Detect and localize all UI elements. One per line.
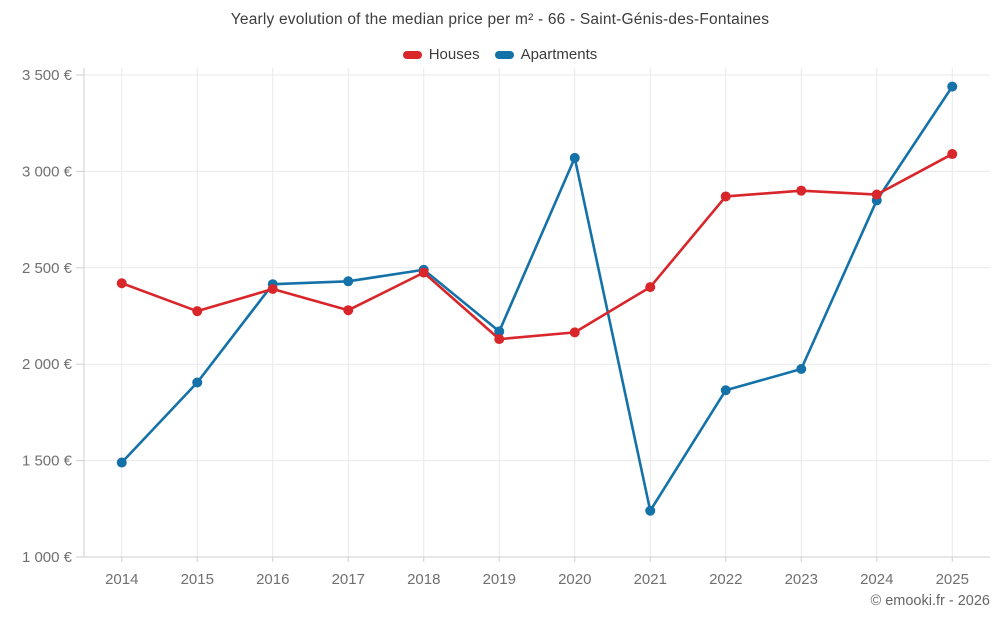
data-point-houses-2021[interactable] bbox=[645, 282, 656, 293]
data-point-apartments-2025[interactable] bbox=[947, 81, 958, 92]
x-axis-tick-label: 2017 bbox=[332, 571, 365, 588]
data-point-apartments-2020[interactable] bbox=[569, 152, 580, 163]
x-axis-tick-label: 2025 bbox=[936, 571, 969, 588]
data-point-apartments-2023[interactable] bbox=[796, 364, 807, 375]
x-axis-tick-label: 2023 bbox=[785, 571, 818, 588]
data-point-houses-2020[interactable] bbox=[569, 327, 580, 338]
series-line-apartments bbox=[120, 85, 954, 513]
x-axis-tick-label: 2016 bbox=[256, 571, 289, 588]
y-axis-tick-label: 1 000 € bbox=[22, 549, 73, 566]
data-point-houses-2018[interactable] bbox=[418, 267, 429, 278]
x-axis-tick-label: 2015 bbox=[181, 571, 214, 588]
legend-item-apartments[interactable]: Apartments bbox=[494, 46, 598, 63]
data-point-houses-2025[interactable] bbox=[947, 149, 958, 160]
x-axis-tick-label: 2021 bbox=[634, 571, 667, 588]
legend-item-houses[interactable]: Houses bbox=[402, 46, 480, 63]
y-axis-tick-label: 1 500 € bbox=[22, 453, 73, 470]
chart-title: Yearly evolution of the median price per… bbox=[230, 11, 770, 28]
data-point-houses-2014[interactable] bbox=[116, 278, 127, 289]
x-axis-tick-label: 2022 bbox=[709, 571, 742, 588]
data-point-houses-2017[interactable] bbox=[343, 305, 354, 316]
data-point-houses-2015[interactable] bbox=[192, 306, 203, 317]
y-axis-tick-label: 3 500 € bbox=[22, 67, 73, 84]
data-point-houses-2019[interactable] bbox=[494, 334, 505, 345]
data-point-houses-2023[interactable] bbox=[796, 185, 807, 196]
legend-label-houses: Houses bbox=[428, 46, 480, 63]
y-axis-tick-label: 3 000 € bbox=[22, 163, 73, 180]
x-axis-tick-label: 2020 bbox=[558, 571, 591, 588]
data-point-apartments-2019[interactable] bbox=[494, 326, 505, 337]
y-axis-tick-label: 2 000 € bbox=[22, 356, 73, 373]
data-point-apartments-2017[interactable] bbox=[343, 276, 354, 287]
x-axis-tick-label: 2018 bbox=[407, 571, 440, 588]
data-point-apartments-2015[interactable] bbox=[192, 377, 203, 388]
x-axis-tick-label: 2014 bbox=[105, 571, 138, 588]
houses-series-swatch-icon bbox=[402, 50, 422, 59]
data-point-houses-2016[interactable] bbox=[267, 284, 278, 295]
x-axis-tick-label: 2019 bbox=[483, 571, 516, 588]
data-point-houses-2022[interactable] bbox=[720, 191, 731, 202]
y-axis-tick-label: 2 500 € bbox=[22, 260, 73, 277]
apartments-series-swatch-icon bbox=[494, 50, 514, 59]
series-line-houses bbox=[120, 152, 954, 341]
legend-label-apartments: Apartments bbox=[520, 46, 598, 63]
data-point-apartments-2021[interactable] bbox=[645, 505, 656, 516]
x-axis-tick-label: 2024 bbox=[860, 571, 893, 588]
data-point-apartments-2014[interactable] bbox=[116, 457, 127, 468]
data-point-apartments-2022[interactable] bbox=[720, 385, 731, 396]
copyright-attribution: © emooki.fr - 2026 bbox=[870, 593, 990, 609]
data-point-houses-2024[interactable] bbox=[871, 189, 882, 200]
legend: Houses Apartments bbox=[0, 46, 1000, 63]
